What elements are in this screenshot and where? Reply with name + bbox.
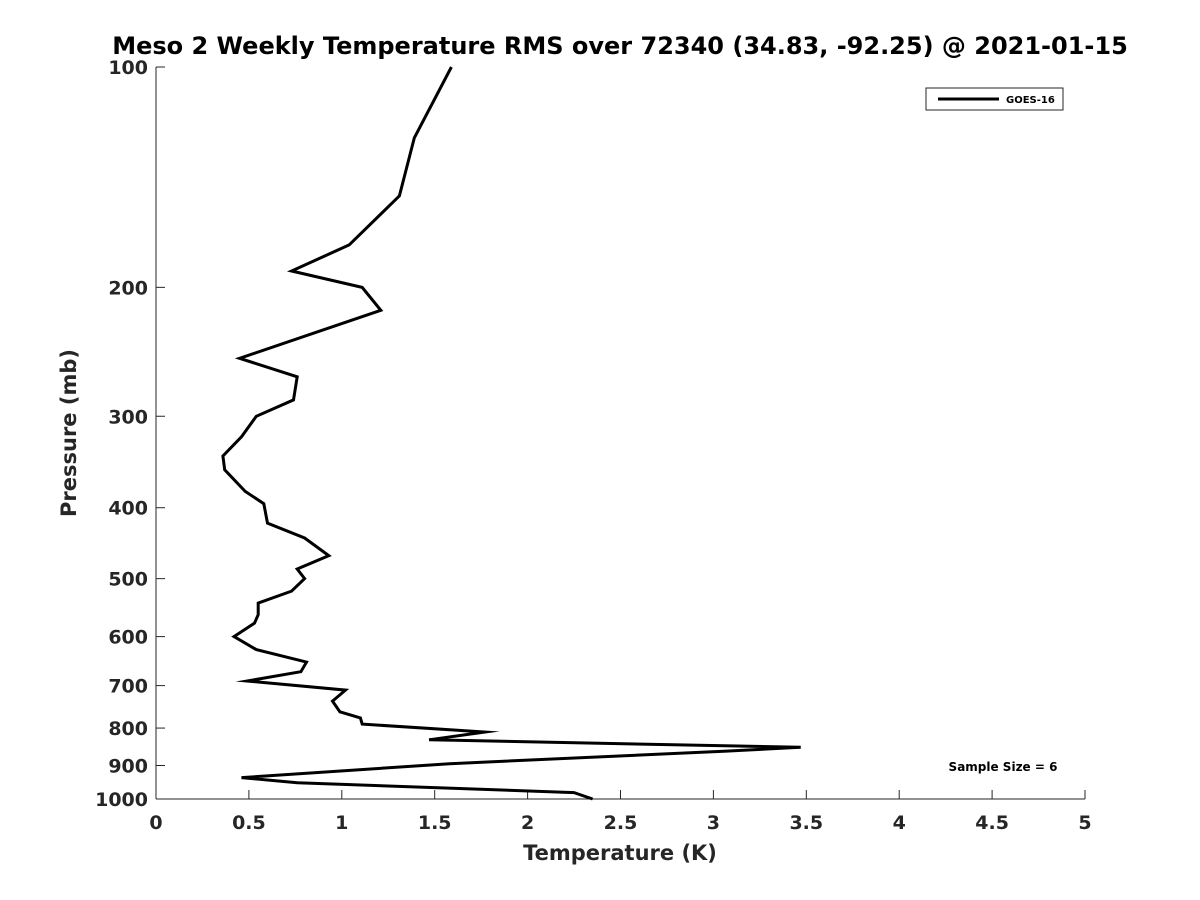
legend-label-goes-16: GOES-16 bbox=[1006, 95, 1055, 106]
x-tick-label: 3.5 bbox=[789, 812, 823, 834]
x-tick-label: 1.5 bbox=[418, 812, 452, 834]
x-tick-label: 0.5 bbox=[232, 812, 266, 834]
y-axis-label: Pressure (mb) bbox=[57, 349, 81, 517]
x-tick-label: 1 bbox=[335, 812, 348, 834]
x-tick-label: 4.5 bbox=[975, 812, 1009, 834]
y-tick-label: 300 bbox=[108, 406, 148, 428]
x-tick-label: 2 bbox=[521, 812, 534, 834]
x-tick-label: 4 bbox=[893, 812, 906, 834]
y-tick-label: 600 bbox=[108, 627, 148, 649]
chart-title: Meso 2 Weekly Temperature RMS over 72340… bbox=[112, 32, 1128, 60]
x-tick-label: 2.5 bbox=[604, 812, 638, 834]
x-tick-label: 0 bbox=[149, 812, 162, 834]
series-line-goes-16 bbox=[221, 66, 801, 801]
y-tick-label: 900 bbox=[108, 756, 148, 778]
x-tick-label: 3 bbox=[707, 812, 720, 834]
y-tick-label: 500 bbox=[108, 569, 148, 591]
y-tick-label: 1000 bbox=[95, 789, 148, 811]
y-tick-label: 100 bbox=[108, 57, 148, 79]
sample-size-annotation: Sample Size = 6 bbox=[949, 760, 1058, 774]
plot-area: 0 0.5 1 1.5 2 2.5 3 3.5 4 4.5 5 100 200 300 400 500 600 7… bbox=[95, 57, 1092, 834]
y-tick-label: 800 bbox=[108, 718, 148, 740]
legend: GOES-16 bbox=[925, 87, 1064, 111]
x-axis-label: Temperature (K) bbox=[523, 841, 717, 865]
y-tick-label: 200 bbox=[108, 277, 148, 299]
x-tick-label: 5 bbox=[1078, 812, 1091, 834]
y-tick-label: 700 bbox=[108, 676, 148, 698]
y-tick-label: 400 bbox=[108, 498, 148, 520]
